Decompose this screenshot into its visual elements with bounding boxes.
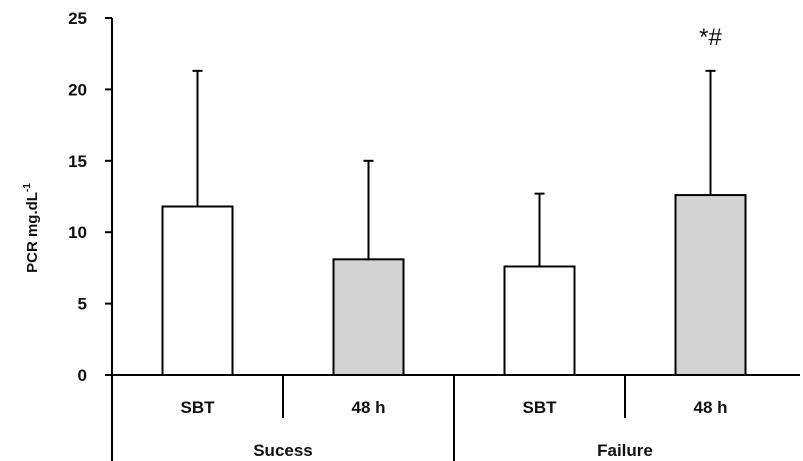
y-tick-label: 0 <box>78 366 87 385</box>
bar <box>503 265 576 376</box>
bar <box>674 194 747 376</box>
significance-annotation: *# <box>699 24 722 51</box>
y-tick-label: 25 <box>68 9 87 28</box>
y-tick-label: 5 <box>78 295 87 314</box>
bars <box>161 69 747 376</box>
group-label: Failure <box>597 441 653 460</box>
group-label: Sucess <box>253 441 313 460</box>
y-tick-label: 10 <box>68 223 87 242</box>
bar <box>332 258 405 376</box>
y-axis-title: PCR mg.dL-1 <box>22 183 41 273</box>
category-label: 48 h <box>351 398 385 417</box>
y-tick-label: 20 <box>68 80 87 99</box>
category-label: SBT <box>181 398 216 417</box>
category-label: 48 h <box>693 398 727 417</box>
labels: 0 5 10 15 20 25 SBT 48 h SBT 48 h Sucess Failure *# <box>68 9 727 460</box>
y-axis-title-superscript: -1 <box>22 183 33 192</box>
y-tick-label: 15 <box>68 152 87 171</box>
category-label: SBT <box>523 398 558 417</box>
bar <box>161 205 234 376</box>
